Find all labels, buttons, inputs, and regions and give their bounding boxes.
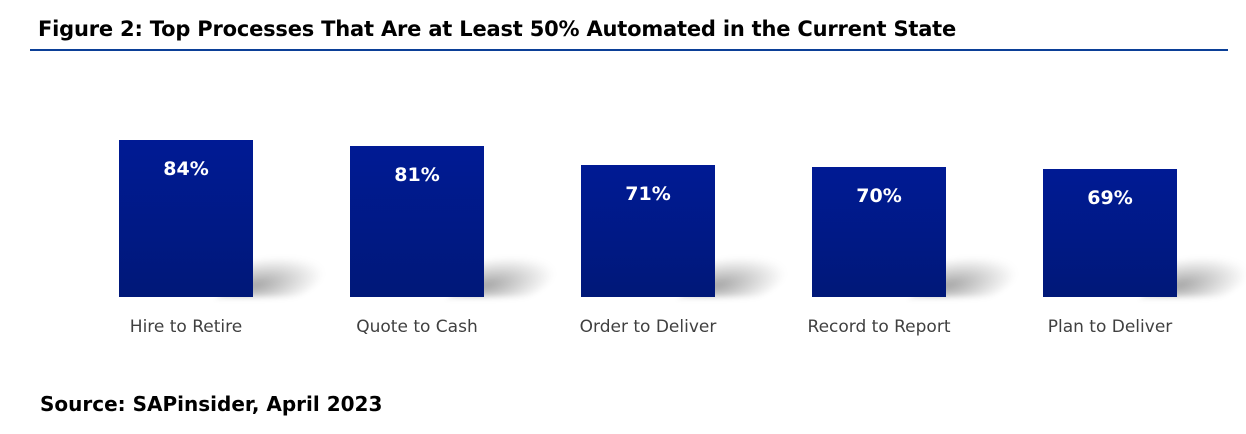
bar-value-label: 70%	[856, 185, 902, 207]
bar-value-label: 69%	[1087, 187, 1133, 209]
bar: 70%	[812, 167, 946, 297]
category-label: Hire to Retire	[129, 317, 243, 337]
bar: 84%	[119, 140, 253, 297]
bar-group: 70%	[812, 167, 1036, 297]
chart-title: Figure 2: Top Processes That Are at Leas…	[38, 17, 957, 41]
category-label: Plan to Deliver	[1047, 317, 1173, 337]
bar-group: 69%	[1043, 169, 1246, 297]
bar-group: 84%	[119, 140, 343, 297]
title-underline	[30, 49, 1228, 51]
source-note: Source: SAPinsider, April 2023	[40, 392, 383, 416]
category-label: Record to Report	[807, 317, 951, 337]
bar-group: 81%	[350, 146, 574, 297]
bar-value-label: 71%	[625, 183, 671, 205]
bar-value-label: 84%	[163, 158, 209, 180]
bar-value-label: 81%	[394, 164, 440, 186]
bar: 71%	[581, 165, 715, 297]
bar: 69%	[1043, 169, 1177, 297]
category-label: Quote to Cash	[356, 317, 478, 337]
category-label: Order to Deliver	[579, 317, 717, 337]
bar: 81%	[350, 146, 484, 297]
bar-group: 71%	[581, 165, 805, 297]
